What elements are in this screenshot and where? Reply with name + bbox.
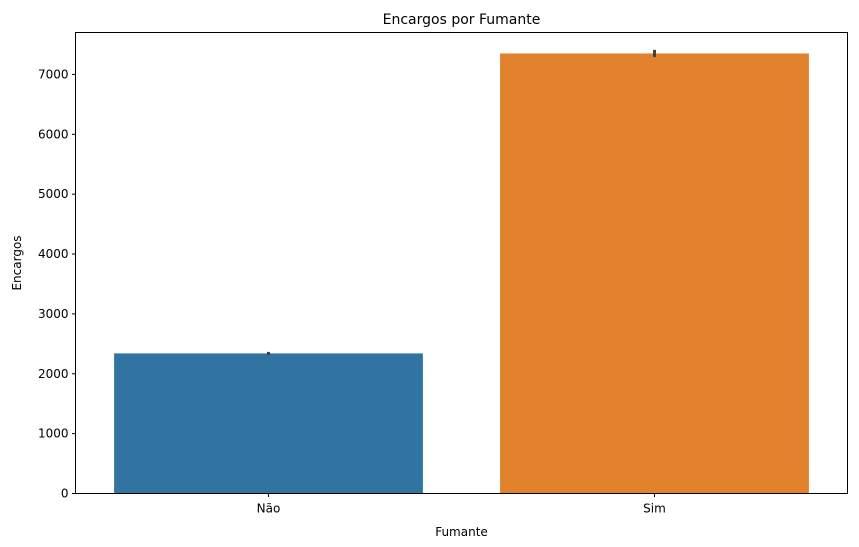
x-axis-ticks: Não Sim: [257, 493, 666, 516]
bar-0: [114, 353, 423, 494]
bars: [114, 53, 809, 494]
y-axis-ticks: 0 1000 2000 3000 4000 5000 6000 7000: [38, 67, 76, 501]
chart-title: Encargos por Fumante: [383, 12, 541, 28]
bar-1: [500, 53, 809, 494]
y-tick-label: 6000: [38, 127, 69, 141]
y-tick-label: 5000: [38, 187, 69, 201]
error-bars: [267, 49, 656, 355]
y-tick-label: 1000: [38, 427, 69, 441]
y-tick-label: 0: [61, 487, 69, 501]
y-tick-label: 4000: [38, 247, 69, 261]
y-tick-label: 3000: [38, 307, 69, 321]
x-axis-label: Fumante: [435, 525, 488, 539]
y-tick-label: 7000: [38, 67, 69, 81]
x-tick-label: Não: [257, 502, 281, 516]
y-tick-label: 2000: [38, 367, 69, 381]
y-axis-label: Encargos: [10, 235, 24, 290]
x-tick-label: Sim: [643, 502, 666, 516]
plot-area-frame: [75, 32, 848, 494]
